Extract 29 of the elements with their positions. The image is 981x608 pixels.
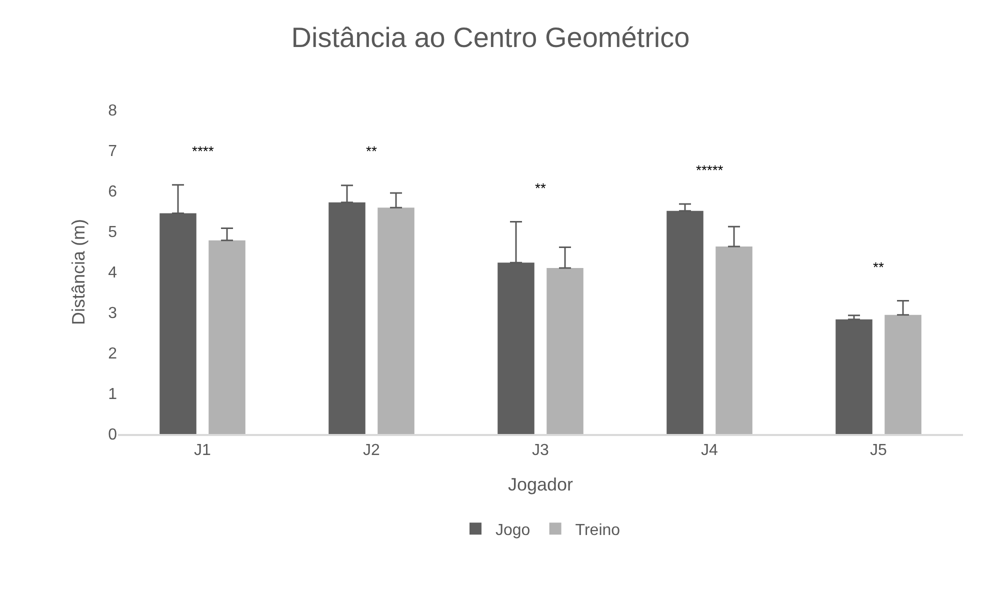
annotation: ** (535, 180, 546, 196)
y-tick-label: 8 (108, 102, 118, 120)
annotation: ** (366, 143, 378, 159)
annotation: ** (873, 259, 884, 275)
x-tick-label: J2 (363, 442, 380, 459)
bar (546, 268, 584, 434)
annotation: ***** (696, 162, 724, 178)
x-tick-label: J4 (701, 442, 718, 459)
chart-title: Distância ao Centro Geométrico (291, 22, 690, 53)
bar (884, 314, 922, 434)
x-tick-label: J3 (532, 442, 550, 459)
x-axis-title: Jogador (508, 474, 574, 495)
y-tick-label: 1 (108, 386, 118, 404)
legend-label: Treino (575, 522, 620, 539)
legend-label: Jogo (496, 522, 530, 539)
y-tick-label: 4 (108, 264, 118, 282)
y-tick-label: 0 (108, 426, 118, 444)
y-tick-label: 2 (108, 346, 118, 363)
x-tick-label: J1 (194, 442, 212, 459)
y-tick-label: 5 (108, 224, 118, 242)
x-tick-label: J5 (870, 442, 888, 459)
annotation: **** (192, 143, 214, 159)
y-axis-title: Distância (m) (68, 218, 88, 326)
y-tick-label: 3 (108, 305, 118, 322)
bar (378, 208, 414, 434)
bar (716, 246, 752, 434)
y-tick-label: 7 (108, 143, 118, 160)
bar (208, 240, 246, 434)
y-tick-label: 6 (108, 184, 118, 201)
